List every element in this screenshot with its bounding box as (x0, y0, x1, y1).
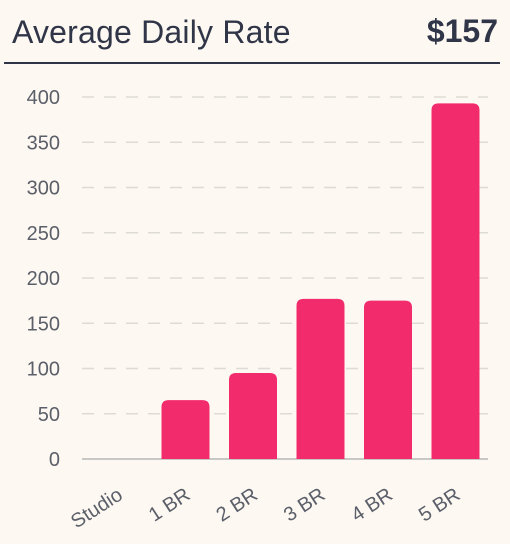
y-tick-label: 100 (27, 359, 60, 381)
y-tick-label: 400 (27, 87, 60, 109)
grid-lines (82, 96, 488, 460)
y-tick-label: 50 (38, 404, 60, 426)
x-tick-label: Studio (67, 484, 127, 533)
y-tick-label: 250 (27, 223, 60, 245)
bar-chart: 0 50 100 150 200 250 300 350 400 Studio 1 BR 2 BR 3… (27, 87, 488, 533)
y-axis-tick-labels: 0 50 100 150 200 250 300 350 400 (27, 87, 60, 471)
y-tick-label: 0 (49, 449, 60, 471)
card-title: Average Daily Rate (12, 14, 291, 50)
y-tick-label: 200 (27, 268, 60, 290)
x-tick-label: 1 BR (145, 484, 194, 527)
x-tick-label: 2 BR (212, 484, 261, 527)
x-tick-label: 4 BR (347, 484, 396, 527)
x-axis-tick-labels: Studio 1 BR 2 BR 3 BR 4 BR 5 BR (67, 484, 464, 533)
bar (431, 103, 480, 460)
x-tick-label: 5 BR (415, 484, 464, 527)
bar (229, 373, 277, 459)
x-tick-label: 3 BR (280, 484, 329, 527)
bars (161, 103, 480, 460)
card-header: Average Daily Rate $157 (4, 0, 500, 64)
y-tick-label: 350 (27, 132, 60, 154)
bar (296, 298, 345, 459)
average-rate-value: $157 (426, 13, 498, 49)
bar (161, 400, 210, 459)
bar (364, 300, 412, 459)
y-tick-label: 150 (27, 313, 60, 335)
y-tick-label: 300 (27, 178, 60, 200)
